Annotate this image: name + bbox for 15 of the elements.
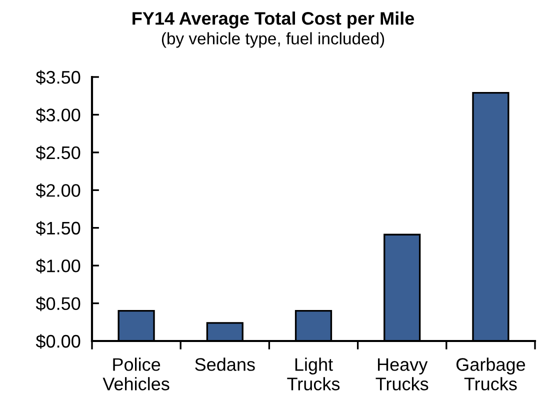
y-tick-label: $0.00 [36,334,80,349]
y-tick-label: $1.00 [36,258,80,274]
x-tick-label: Police Vehicles [102,358,170,390]
chart-title: FY14 Average Total Cost per Mile [132,12,414,28]
x-tick-label: Sedans [195,358,255,371]
x-tick-label: Light Trucks [287,358,340,390]
x-tick-label: Heavy Trucks [376,358,428,390]
y-tick-label: $2.00 [36,183,80,198]
y-tick-label: $0.50 [36,296,80,312]
y-tick-label: $3.50 [36,70,80,85]
y-tick-label: $1.50 [36,221,80,236]
x-tick-label: Garbage Trucks [456,358,526,390]
y-tick-label: $2.50 [36,146,80,160]
chart-subtitle: (by vehicle type, fuel included) [162,32,384,48]
y-tick-label: $3.00 [36,108,80,123]
